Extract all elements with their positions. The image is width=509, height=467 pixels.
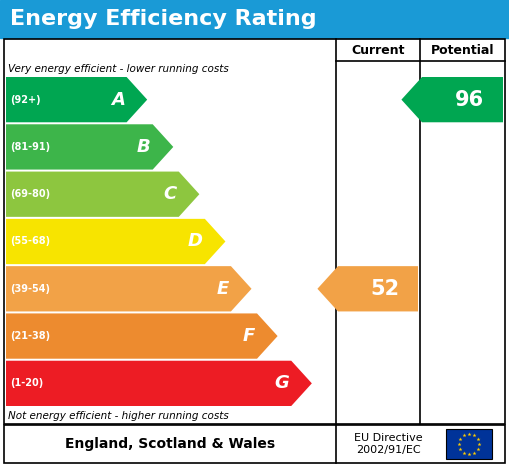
Text: F: F <box>243 327 255 345</box>
Text: C: C <box>163 185 177 203</box>
Polygon shape <box>6 171 200 217</box>
Text: 2002/91/EC: 2002/91/EC <box>356 445 420 455</box>
Bar <box>446 429 492 459</box>
Text: Very energy efficient - lower running costs: Very energy efficient - lower running co… <box>8 64 229 74</box>
Polygon shape <box>318 266 418 311</box>
Text: (55-68): (55-68) <box>10 236 50 247</box>
Polygon shape <box>6 219 225 264</box>
Bar <box>0 0 509 38</box>
Polygon shape <box>6 77 147 122</box>
Text: England, Scotland & Wales: England, Scotland & Wales <box>65 437 275 451</box>
Text: (1-20): (1-20) <box>10 378 43 389</box>
Polygon shape <box>6 313 277 359</box>
Text: Not energy efficient - higher running costs: Not energy efficient - higher running co… <box>8 411 229 421</box>
Text: E: E <box>217 280 229 298</box>
Text: Current: Current <box>351 43 405 57</box>
Text: B: B <box>137 138 151 156</box>
Text: A: A <box>111 91 125 109</box>
Polygon shape <box>6 361 312 406</box>
Text: (69-80): (69-80) <box>10 189 50 199</box>
Text: (39-54): (39-54) <box>10 284 50 294</box>
Text: G: G <box>274 375 289 392</box>
Text: Potential: Potential <box>431 43 494 57</box>
Polygon shape <box>402 77 503 122</box>
Polygon shape <box>6 266 251 311</box>
Bar <box>4 425 505 463</box>
Text: EU Directive: EU Directive <box>354 433 422 443</box>
Bar <box>4 39 505 424</box>
Polygon shape <box>6 124 173 170</box>
Text: D: D <box>188 233 203 250</box>
Text: 96: 96 <box>455 90 484 110</box>
Text: (81-91): (81-91) <box>10 142 50 152</box>
Text: 52: 52 <box>371 279 400 299</box>
Text: (92+): (92+) <box>10 95 41 105</box>
Text: (21-38): (21-38) <box>10 331 50 341</box>
Text: Energy Efficiency Rating: Energy Efficiency Rating <box>10 9 317 29</box>
